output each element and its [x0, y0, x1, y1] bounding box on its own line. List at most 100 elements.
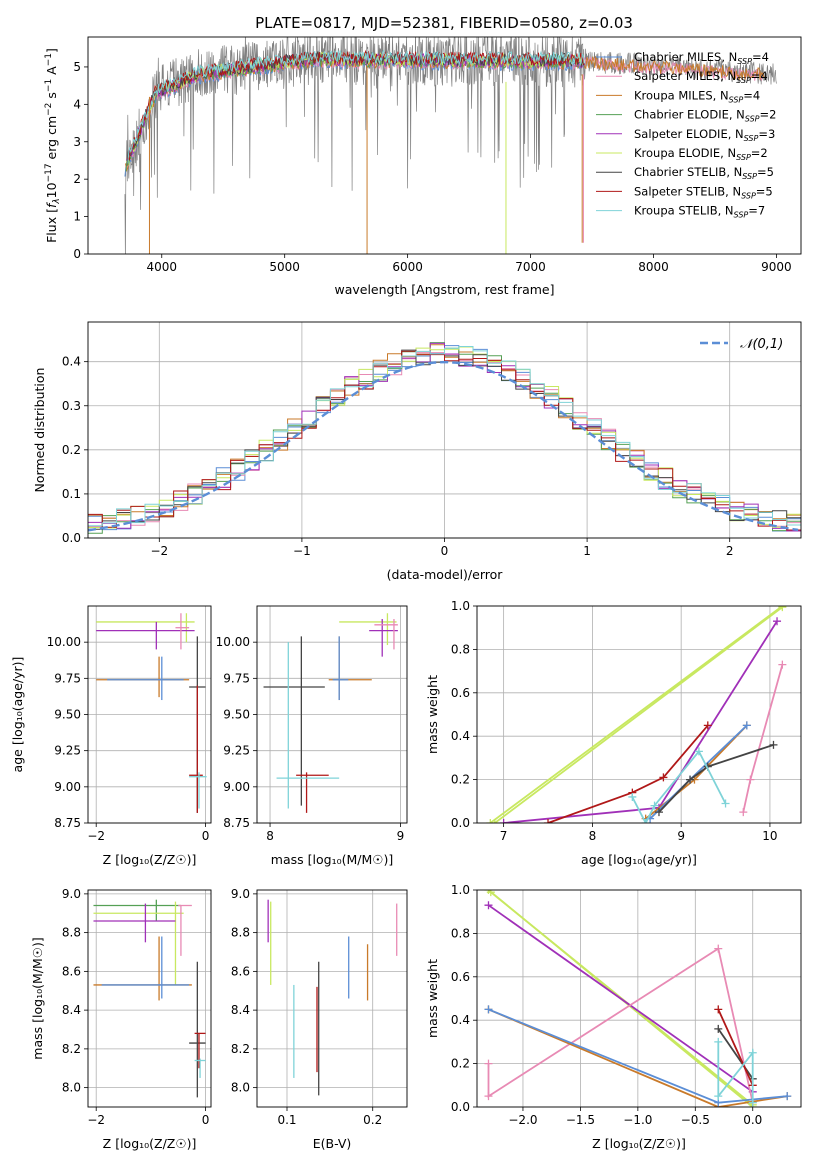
x-tick-label: 0: [202, 829, 210, 843]
age-vs-mass-panel: 8 9 8.75 9.00 9.25 9.50 9.75 10.00 mass [log₁₀(M…: [216, 605, 408, 867]
data-point: [194, 1032, 206, 1069]
x-tick-label: 2: [726, 544, 734, 558]
x-tick-label: 0.2: [363, 1113, 382, 1127]
y-tick-label: 0.3: [62, 399, 81, 413]
legend-label-base: Salpeter STELIB, N: [634, 184, 741, 198]
y-tick-label: 8.75: [223, 816, 250, 830]
data-point: [96, 621, 195, 650]
y-tick-label: 9.75: [54, 671, 81, 685]
y-tick-label: 8.0: [231, 1081, 250, 1095]
weight-marker: [654, 808, 663, 817]
data-point: [93, 936, 192, 1001]
x-tick-label: 0.0: [743, 1113, 762, 1127]
y-tick-label: 0.2: [62, 443, 81, 457]
weight-marker: [748, 1098, 757, 1107]
x-tick-label: 5000: [269, 260, 300, 274]
y-tick-label: 10.00: [47, 635, 81, 649]
weight-line: [742, 664, 784, 813]
data-point: [194, 1058, 206, 1078]
y-tick-label: 0.2: [451, 1057, 470, 1071]
legend-label: Kroupa MILES, NSSP=4: [634, 88, 760, 104]
x-tick-label: −2: [87, 829, 105, 843]
y-tick-label: 8.6: [231, 964, 250, 978]
data-point: [374, 619, 398, 650]
legend-label-base: Kroupa MILES, N: [634, 88, 729, 102]
weight-marker: [742, 721, 751, 730]
data-point: [93, 903, 176, 943]
weight-marker: [714, 944, 723, 953]
x-tick-label: 10: [762, 829, 777, 843]
weight-marker: [686, 775, 695, 784]
legend-label-base: Chabrier ELODIE, N: [634, 108, 745, 122]
y-tick-label: 0.0: [451, 1100, 470, 1114]
legend-label-base: Chabrier MILES, N: [634, 50, 737, 64]
weight-marker: [641, 819, 650, 823]
weight-marker: [484, 901, 493, 910]
y-tick-label: 9.0: [62, 887, 81, 901]
y-tick-label: 0.4: [62, 355, 81, 369]
weight-line: [487, 947, 754, 1103]
axes-frame: [476, 605, 802, 824]
y-tick-label: 9.50: [54, 708, 81, 722]
x-tick-label: 7: [500, 829, 508, 843]
weight-marker: [499, 819, 508, 823]
axes-frame: [476, 889, 802, 1108]
data-point: [178, 904, 192, 956]
x-axis-label: wavelength [Angstrom, rest frame]: [334, 282, 554, 297]
spectrum-lines: [124, 37, 777, 254]
y-axis-label-part: λ: [52, 198, 62, 204]
legend-label: Salpeter STELIB, NSSP=5: [634, 184, 773, 200]
legend-label-tail: =4: [743, 88, 760, 102]
weight-line: [503, 620, 778, 823]
y-tick-label: 0.8: [451, 642, 470, 656]
y-tick-label: 8.75: [54, 816, 81, 830]
weight-vs-age-panel: 7 8 9 10 0.0 0.2 0.4 0.6 0.8 1.0 age [log₁₀(age/yr…: [425, 599, 802, 867]
normal-curve: [88, 360, 799, 532]
figure-title: PLATE=0817, MJD=52381, FIBERID=0580, z=0…: [255, 14, 633, 32]
weight-lines: [486, 606, 787, 823]
weight-line: [487, 904, 754, 1093]
errorbars: [93, 899, 206, 1098]
y-axis-label: Normed distribution: [32, 368, 47, 493]
x-tick-label: 0: [441, 544, 449, 558]
legend-label-sub: SSP: [729, 95, 744, 104]
legend-label-sub: SSP: [736, 153, 751, 162]
weight-line: [489, 606, 783, 823]
x-axis-label: (data-model)/error: [387, 567, 504, 582]
y-tick-label: 0.8: [451, 926, 470, 940]
weight-marker: [783, 1092, 792, 1101]
legend-label-base: Chabrier STELIB, N: [634, 165, 742, 179]
data-point: [93, 901, 184, 985]
legend-label-tail: =2: [760, 108, 777, 122]
legend-label: Kroupa ELODIE, NSSP=2: [634, 146, 768, 162]
x-axis-label: Z [log₁₀(Z/Z☉)]: [103, 1136, 197, 1151]
weight-series: [739, 660, 787, 817]
data-point: [328, 636, 372, 701]
weight-series: [484, 901, 757, 1096]
x-tick-label: −1.5: [566, 1113, 595, 1127]
y-tick-label: 0.1: [62, 487, 81, 501]
residuals-panel: −2 −1 0 1 2 0.0 0.1 0.2 0.3 0.4 𝒩(0,1) (data-model)…: [32, 321, 802, 582]
weight-series: [654, 740, 778, 817]
y-tick-label: 3: [73, 135, 81, 149]
weight-marker: [694, 747, 703, 756]
y-tick-label: 8.4: [62, 1003, 81, 1017]
data-point: [189, 772, 207, 809]
x-tick-label: 8: [266, 829, 274, 843]
weight-marker: [484, 1059, 493, 1068]
y-tick-label: 9.25: [54, 744, 81, 758]
legend-label-sub: SSP: [742, 172, 757, 181]
legend-label-tail: =5: [756, 184, 773, 198]
y-tick-label: 0.2: [451, 773, 470, 787]
legend-label-sub: SSP: [745, 115, 760, 124]
x-tick-label: 1: [583, 544, 591, 558]
x-tick-label: −2: [150, 544, 168, 558]
y-tick-label: 8.6: [62, 964, 81, 978]
y-tick-label: 8.0: [62, 1081, 81, 1095]
data-point: [276, 642, 340, 809]
weight-marker: [778, 606, 787, 612]
x-tick-label: −2.0: [508, 1113, 537, 1127]
weight-marker: [714, 1005, 723, 1014]
